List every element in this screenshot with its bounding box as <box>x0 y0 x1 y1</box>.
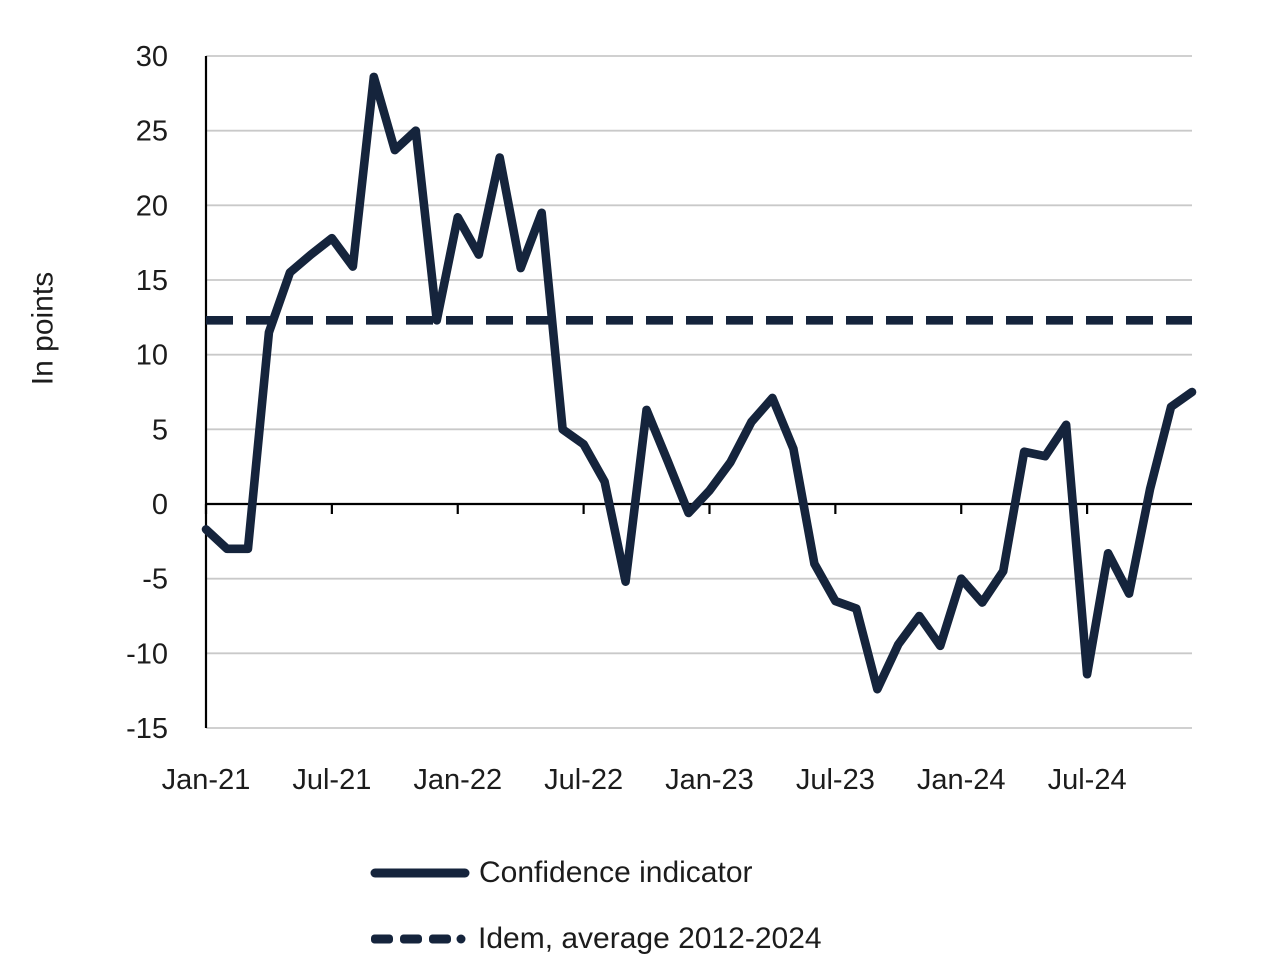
x-tick-label: Jan-23 <box>665 764 754 796</box>
y-tick-label: 0 <box>152 489 168 521</box>
y-tick-label: 15 <box>136 265 168 297</box>
x-tick-label: Jan-22 <box>413 764 502 796</box>
legend-label-confidence: Confidence indicator <box>479 856 753 889</box>
y-tick-label: 10 <box>136 340 168 372</box>
legend-item-average: Idem, average 2012-2024 <box>369 922 822 956</box>
y-tick-label: 30 <box>136 41 168 73</box>
y-axis-title: In points <box>26 271 60 386</box>
solid-line-swatch <box>370 868 470 878</box>
x-tick-label: Jul-21 <box>292 764 371 796</box>
x-tick-label: Jan-21 <box>162 764 251 796</box>
confidence-line <box>201 72 1197 694</box>
dashed-line-swatch <box>371 934 466 944</box>
y-tick-label: -5 <box>142 564 168 596</box>
y-tick-label: -15 <box>126 713 168 745</box>
y-tick-label: -10 <box>126 638 168 670</box>
y-tick-label: 25 <box>136 116 168 148</box>
legend-item-confidence: Confidence indicator <box>370 856 753 890</box>
x-tick-label: Jul-24 <box>1048 764 1127 796</box>
x-tick-label: Jul-22 <box>544 764 623 796</box>
x-tick-label: Jan-24 <box>917 764 1006 796</box>
y-tick-label: 20 <box>136 190 168 222</box>
x-tick-label: Jul-23 <box>796 764 875 796</box>
legend-label-average: Idem, average 2012-2024 <box>478 922 822 955</box>
y-tick-label: 5 <box>152 414 168 446</box>
